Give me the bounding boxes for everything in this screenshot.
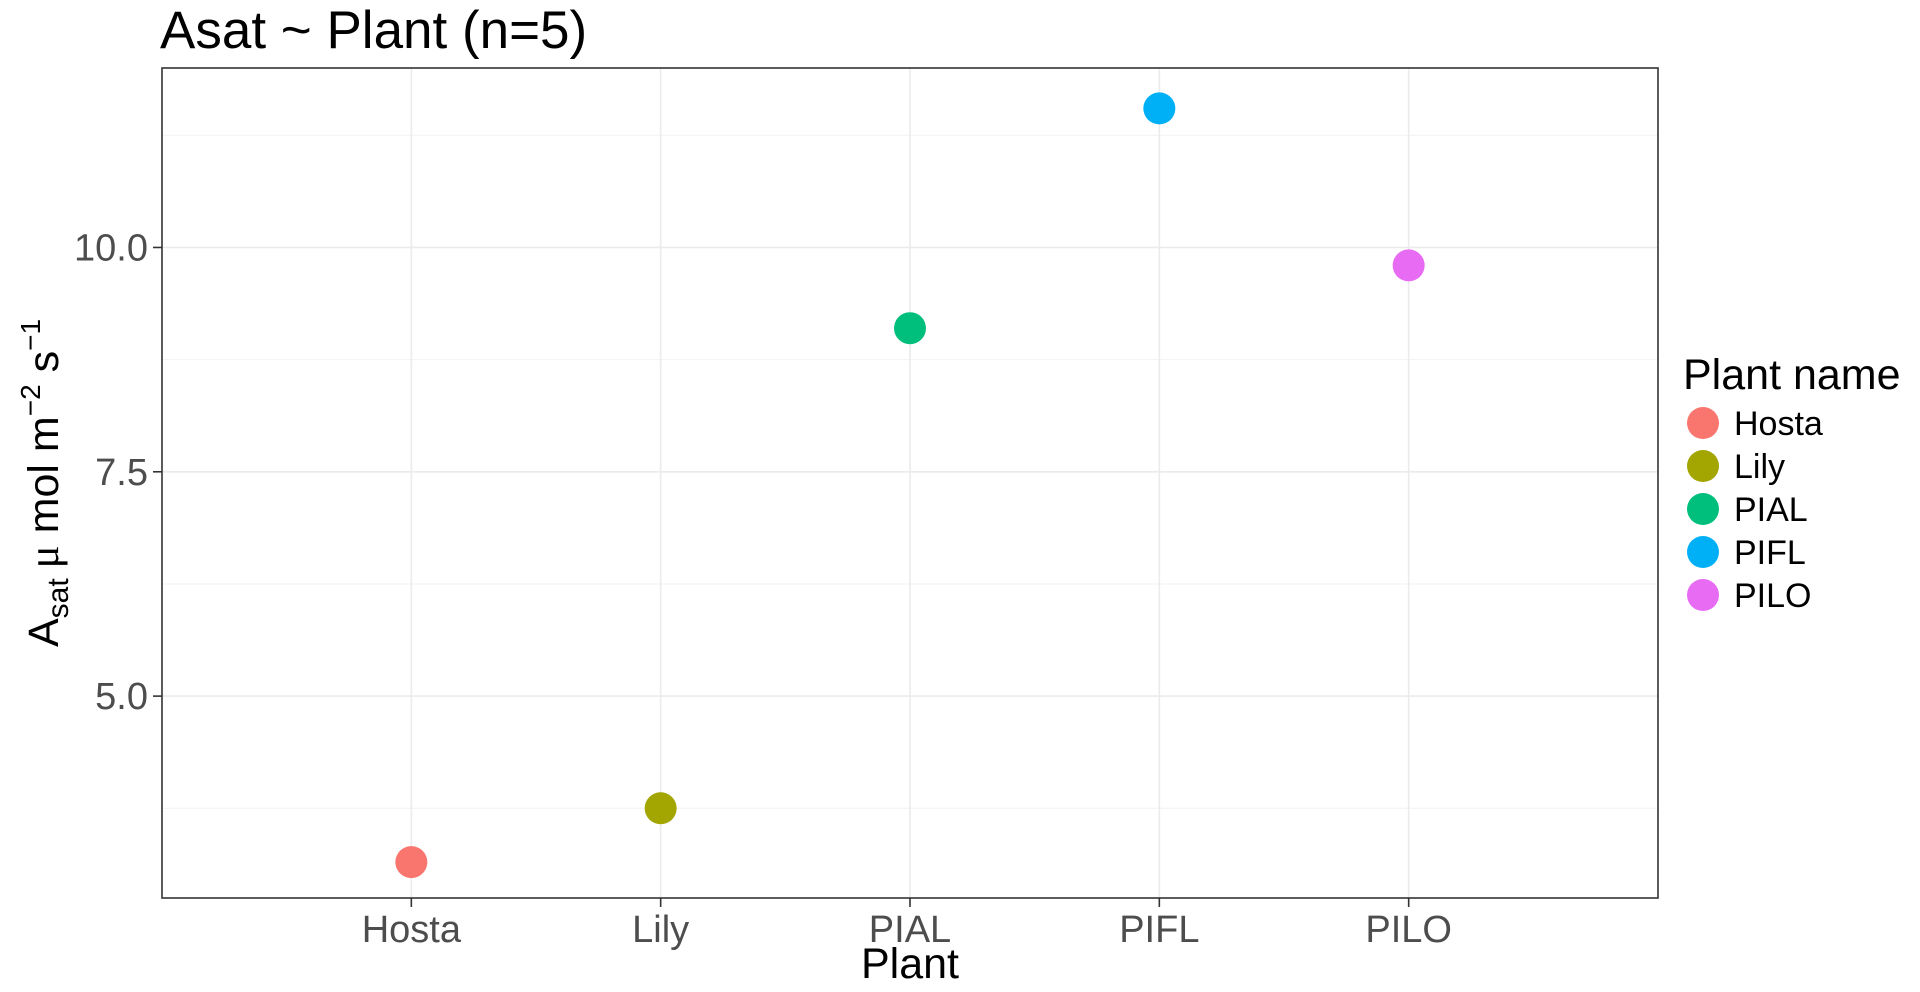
x-tick-label: Lily xyxy=(632,909,689,951)
legend-key-hosta xyxy=(1687,407,1719,439)
y-axis-title-sub: sat xyxy=(42,578,75,619)
legend-label: PIFL xyxy=(1734,534,1806,572)
y-axis-title-exp-s: −1 xyxy=(15,319,46,351)
y-axis-title: Asat μ mol m−2 s−1 xyxy=(15,319,75,647)
y-tick-label: 7.5 xyxy=(95,452,148,494)
plot-area xyxy=(161,67,1659,899)
legend-label: PIAL xyxy=(1734,491,1808,529)
y-axis-title-s: s xyxy=(20,351,68,384)
x-tick-label: PILO xyxy=(1365,909,1452,951)
data-point-pial xyxy=(894,312,926,345)
data-point-hosta xyxy=(395,846,428,879)
y-axis-title-unit: mol m xyxy=(20,416,68,545)
x-tick-label: PIFL xyxy=(1119,909,1199,951)
legend-key-pilo xyxy=(1687,579,1719,611)
legend-key-pifl xyxy=(1687,536,1719,568)
y-axis-title-a: A xyxy=(20,618,68,647)
data-points xyxy=(395,92,1425,879)
y-axis-title-exp-m: −2 xyxy=(15,384,46,416)
chart-title: Asat ~ Plant (n=5) xyxy=(160,1,587,60)
y-tick-label: 10.0 xyxy=(74,227,148,269)
y-axis-title-mu: μ xyxy=(21,545,68,568)
x-tick-label: PIAL xyxy=(869,909,951,951)
legend-label: PILO xyxy=(1734,577,1811,615)
x-axis: Hosta Lily PIAL PIFL PILO xyxy=(362,898,1452,951)
data-point-pilo xyxy=(1392,249,1425,282)
legend-key-lily xyxy=(1687,450,1719,482)
legend-label: Lily xyxy=(1734,448,1785,486)
legend-label: Hosta xyxy=(1734,405,1823,443)
y-tick-label: 5.0 xyxy=(95,676,148,718)
legend-title: Plant name xyxy=(1683,351,1901,399)
x-tick-label: Hosta xyxy=(362,909,462,951)
x-axis-title: Plant xyxy=(861,940,959,988)
legend-key-pial xyxy=(1687,493,1719,525)
legend: Plant name Hosta Lily PIAL PIFL PILO xyxy=(1683,351,1901,615)
grid-major xyxy=(162,68,1658,898)
y-axis: 5.0 7.5 10.0 xyxy=(74,227,162,718)
data-point-lily xyxy=(644,792,677,825)
data-point-pifl xyxy=(1143,92,1176,125)
